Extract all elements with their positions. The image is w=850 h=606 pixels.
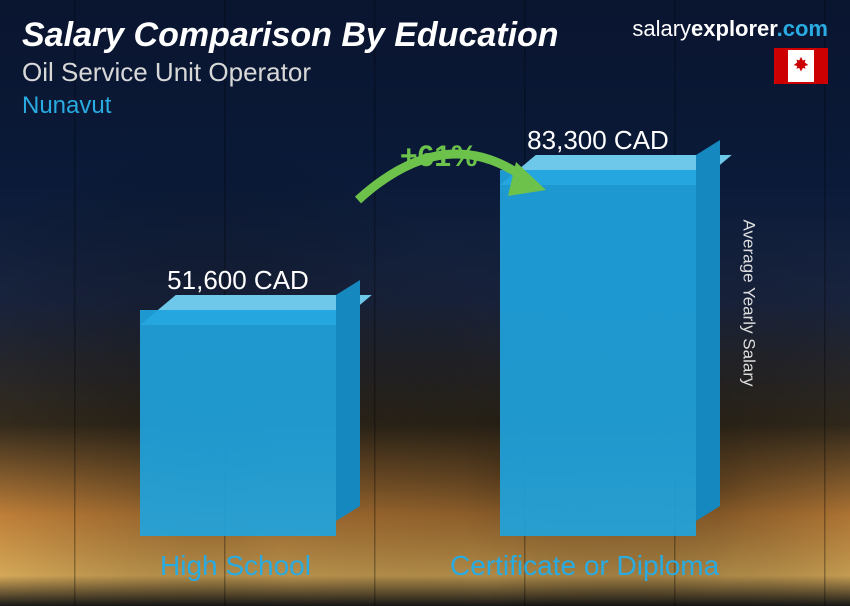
bar-category-label: High School [160, 550, 311, 582]
brand-logo-text: salaryexplorer.com [632, 16, 828, 42]
title-block: Salary Comparison By Education Oil Servi… [22, 16, 559, 120]
y-axis-label: Average Yearly Salary [739, 220, 759, 387]
brand-block: salaryexplorer.com [632, 16, 828, 84]
infographic-container: Salary Comparison By Education Oil Servi… [0, 0, 850, 606]
percent-change-label: +61% [400, 140, 478, 174]
bar-front-face [140, 310, 336, 536]
bar-shape [140, 310, 336, 536]
job-subtitle: Oil Service Unit Operator [22, 57, 559, 88]
bar-category-label: Certificate or Diploma [450, 550, 719, 582]
brand-domain: .com [777, 16, 828, 41]
region-label: Nunavut [22, 92, 559, 120]
brand-part2: explorer [691, 16, 777, 41]
bar-0: 51,600 CADHigh School [140, 265, 336, 536]
brand-part1: salary [632, 16, 691, 41]
maple-leaf-icon [790, 55, 812, 77]
header: Salary Comparison By Education Oil Servi… [0, 0, 850, 120]
bar-side-face [336, 280, 360, 521]
flag-icon [774, 48, 828, 84]
bar-value-label: 51,600 CAD [167, 265, 309, 296]
bar-chart: +61% 51,600 CADHigh School83,300 CADCert… [60, 170, 770, 536]
main-title: Salary Comparison By Education [22, 16, 559, 55]
bar-side-face [696, 140, 720, 521]
